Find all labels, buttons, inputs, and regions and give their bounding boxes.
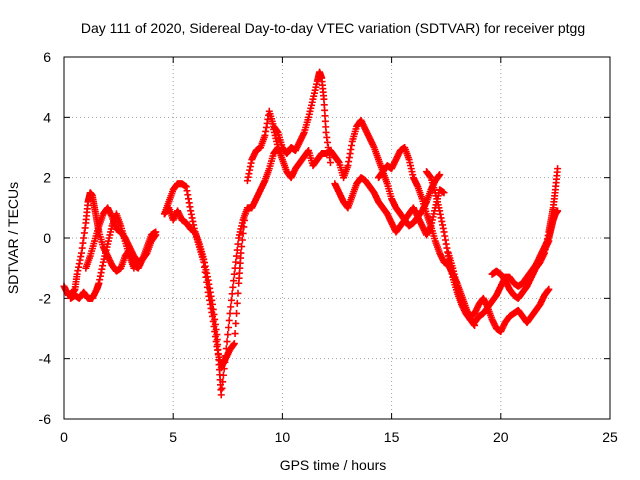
series-track-b [67,210,138,302]
data-point [231,330,239,338]
data-point [326,159,334,167]
data-point [224,331,232,339]
y-axis-label: SDTVAR / TECUs [5,182,21,294]
data-point [130,264,138,272]
x-tick-label: 5 [169,429,177,445]
x-tick-labels: 0 5 10 15 20 25 [60,429,618,445]
data-point [241,210,249,218]
data-point [217,391,225,399]
y-tick-label: -6 [39,411,52,427]
data-point [554,165,562,173]
data-point [223,338,231,346]
data-point [230,270,238,278]
data-point [440,189,448,197]
y-tick-label: -4 [39,351,52,367]
y-tick-label: -2 [39,290,52,306]
data-point [239,229,247,237]
data-point [233,299,241,307]
x-tick-label: 10 [275,429,291,445]
series-track-g [270,116,444,230]
data-point [234,240,242,248]
x-tick-label: 15 [384,429,400,445]
data-point [232,319,240,327]
y-tick-label: 0 [43,230,51,246]
series-track-m [527,207,562,278]
plot-frame [63,56,611,420]
y-tick-labels: -6 -4 -2 0 2 4 6 [39,49,52,427]
data-point [240,223,248,231]
data-point [554,207,562,215]
y-tick-label: 2 [43,170,51,186]
data-point [218,384,226,392]
data-point [219,378,227,386]
x-tick-label: 0 [60,429,68,445]
data-point [226,309,234,317]
data-points [60,68,562,399]
data-point [225,323,233,331]
data-point [229,283,237,291]
data-point [238,243,246,251]
x-axis-label: GPS time / hours [280,457,387,473]
data-point [234,289,242,297]
data-point [436,171,444,179]
data-point [152,231,160,239]
grid-lines [64,57,610,419]
series-track-c [82,204,160,272]
data-point [237,249,245,257]
data-point [227,303,235,311]
data-point [232,258,240,266]
data-point [219,371,227,379]
data-point [225,316,233,324]
chart-title: Day 111 of 2020, Sidereal Day-to-day VTE… [81,20,585,36]
data-point [227,296,235,304]
data-point [545,285,553,293]
series-track-f [243,68,334,185]
data-point [238,236,246,244]
x-tick-label: 20 [493,429,509,445]
x-tick-label: 25 [602,429,618,445]
y-tick-label: 6 [43,49,51,65]
data-point [241,216,249,224]
series-track-e [160,180,249,372]
y-tick-label: 4 [43,109,51,125]
data-point [230,340,238,348]
data-point [233,252,241,260]
data-point [233,309,241,317]
data-point [233,246,241,254]
series-track-k [444,249,553,336]
data-point [230,277,238,285]
